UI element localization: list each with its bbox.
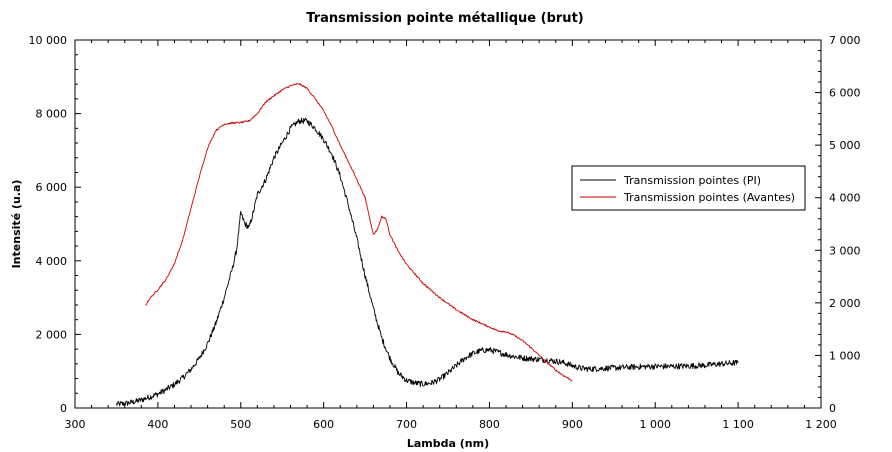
y-right-tick-label: 2 000 [829,297,861,310]
chart-title: Transmission pointe métallique (brut) [306,11,583,26]
x-axis: 300 400 500 600 700 800 900 1 000 1 100 1 200 [65,40,837,431]
y-axis-left: 0 2 000 4 000 6 000 8 000 10 000 [29,34,81,415]
x-tick-label: 800 [479,418,500,431]
y-left-tick-label: 6 000 [36,181,68,194]
x-tick-label: 1 100 [722,418,754,431]
plot-frame [74,39,822,409]
y-left-tick-label: 4 000 [36,255,68,268]
legend-label-avantes: Transmission pointes (Avantes) [623,191,795,204]
x-tick-label: 300 [65,418,86,431]
y-right-tick-label: 1 000 [829,349,861,362]
x-axis-title: Lambda (nm) [407,437,489,450]
series-line-pi [116,117,739,407]
y-right-tick-label: 6 000 [829,87,861,100]
x-tick-label: 1 200 [805,418,837,431]
legend-label-pi: Transmission pointes (PI) [623,174,761,187]
y-axis-title: Intensité (u.a) [10,180,23,269]
y-right-tick-label: 0 [829,402,836,415]
x-tick-label: 500 [230,418,251,431]
y-right-tick-label: 3 000 [829,244,861,257]
series-line-avantes [145,82,573,382]
y-left-tick-label: 10 000 [29,34,68,47]
y-left-tick-label: 0 [60,402,67,415]
y-left-tick-label: 2 000 [36,328,68,341]
series-layer [116,82,739,407]
y-right-tick-label: 7 000 [829,34,861,47]
legend-box [571,165,806,211]
x-tick-label: 1 000 [639,418,671,431]
y-axis-right: 0 1 000 2 000 3 000 4 000 5 000 6 000 7 000 [815,34,861,415]
x-tick-label: 700 [396,418,417,431]
plot-area [74,39,822,409]
y-left-tick-label: 8 000 [36,108,68,121]
x-tick-label: 900 [562,418,583,431]
x-tick-label: 400 [147,418,168,431]
x-tick-label: 600 [313,418,334,431]
y-right-tick-label: 4 000 [829,192,861,205]
legend: Transmission pointes (PI) Transmission p… [571,165,806,211]
y-right-tick-label: 5 000 [829,139,861,152]
